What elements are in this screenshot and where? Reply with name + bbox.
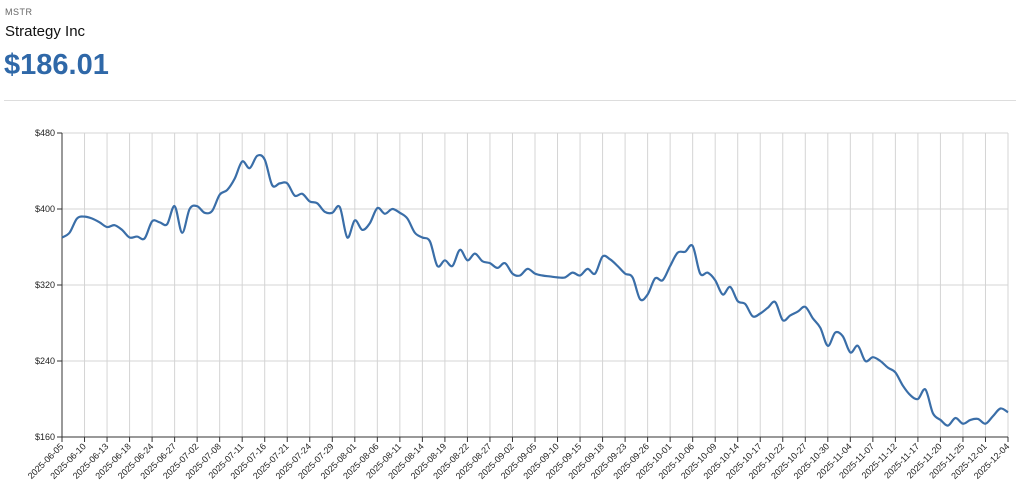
header: MSTR Strategy Inc $186.01 bbox=[0, 0, 1024, 101]
divider bbox=[4, 100, 1016, 101]
price-line bbox=[61, 153, 1009, 427]
y-tick-label: $400 bbox=[35, 204, 55, 214]
price: $186.01 bbox=[4, 49, 109, 81]
y-tick-label: $480 bbox=[35, 128, 55, 138]
company-name: Strategy Inc bbox=[5, 23, 86, 40]
ticker: MSTR bbox=[5, 7, 33, 17]
y-tick-label: $320 bbox=[35, 280, 55, 290]
y-tick-label: $240 bbox=[35, 356, 55, 366]
y-tick-label: $160 bbox=[35, 432, 55, 442]
